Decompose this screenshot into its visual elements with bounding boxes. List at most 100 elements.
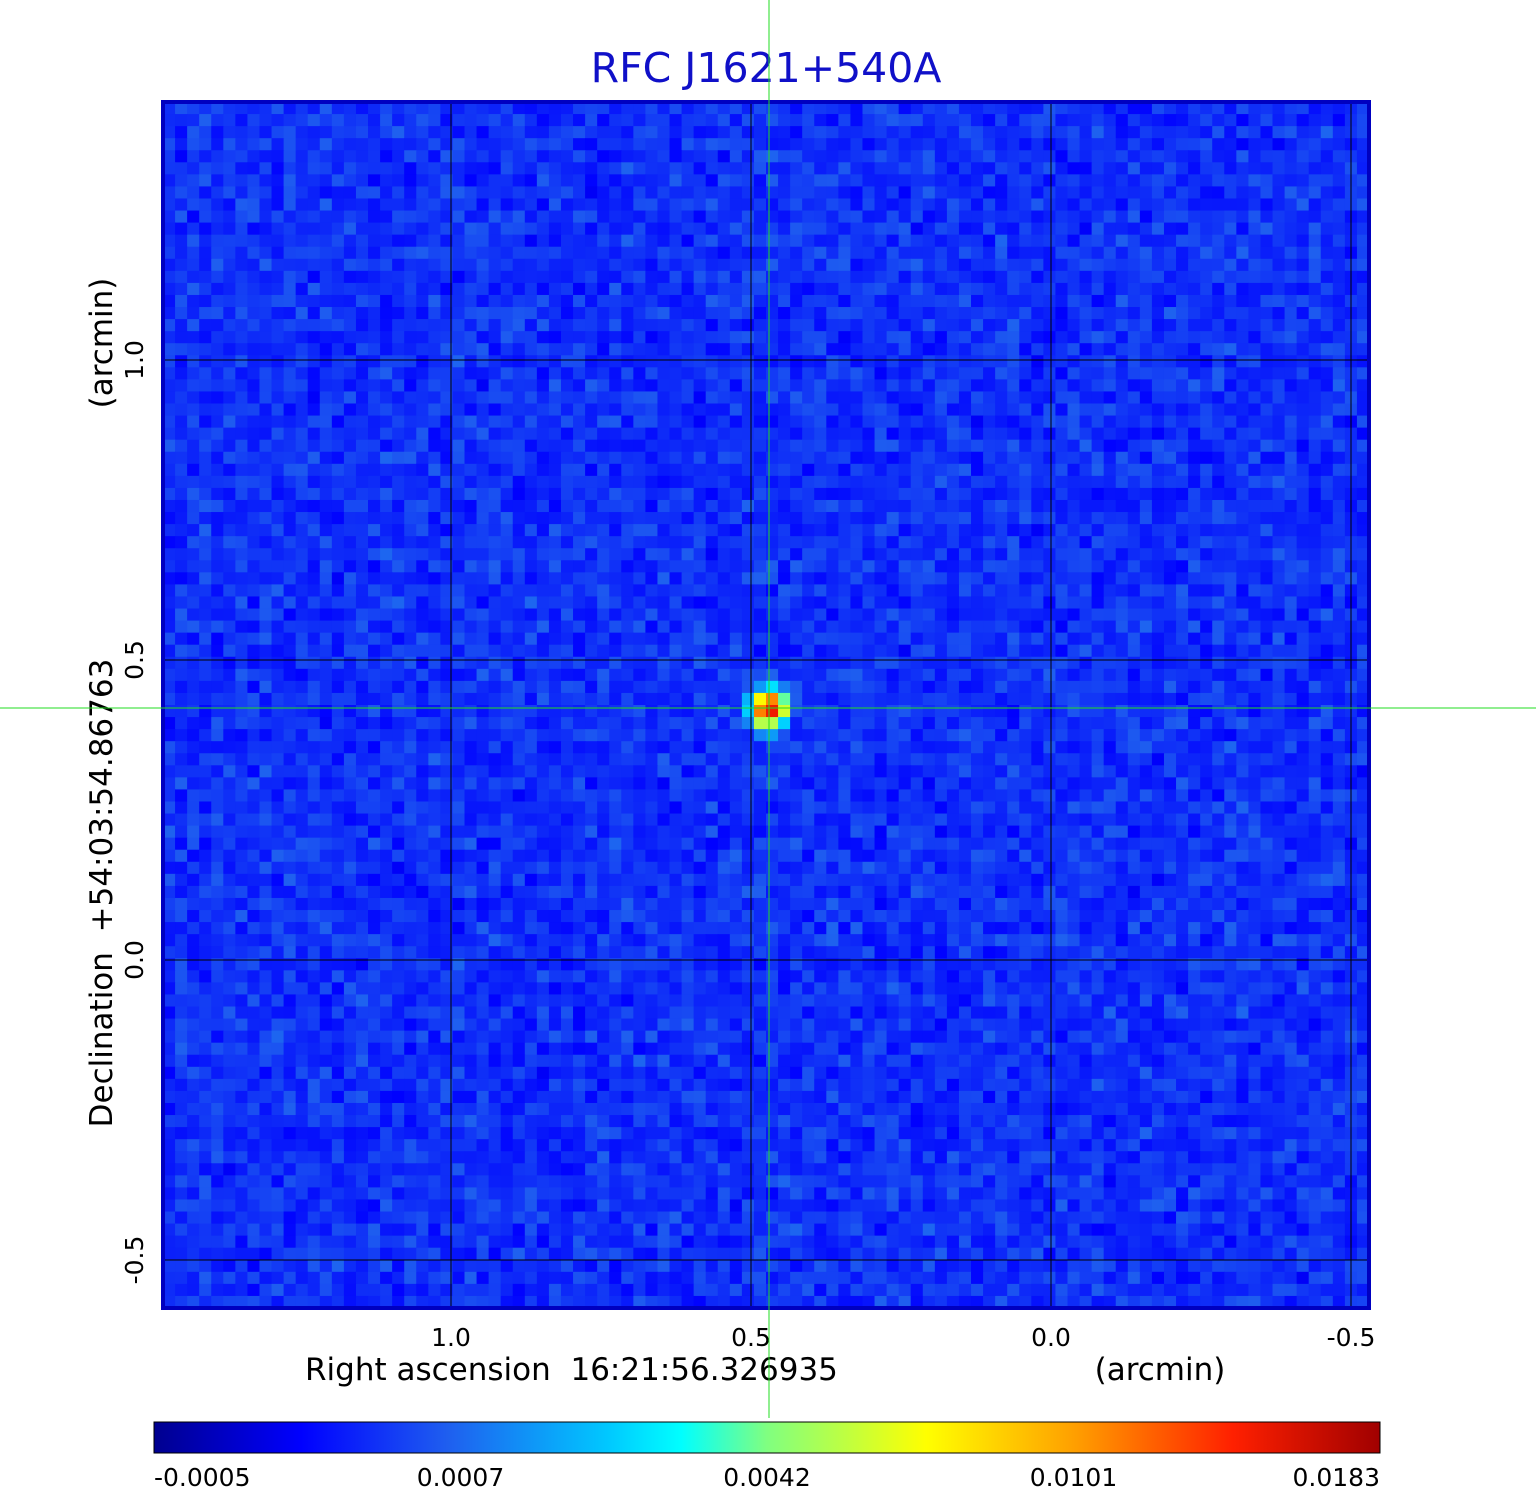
map-pixel — [380, 524, 393, 537]
map-pixel — [862, 258, 876, 272]
map-pixel — [898, 355, 912, 368]
map-pixel — [1200, 427, 1213, 441]
map-pixel — [368, 692, 381, 706]
map-pixel — [1200, 198, 1213, 212]
map-pixel — [1284, 439, 1298, 453]
map-pixel — [187, 632, 200, 646]
map-pixel — [609, 439, 622, 453]
map-pixel — [464, 126, 478, 139]
map-pixel — [404, 198, 417, 212]
map-pixel — [573, 572, 586, 585]
map-pixel — [1212, 512, 1225, 525]
map-pixel — [669, 499, 683, 513]
map-pixel — [283, 596, 297, 610]
map-pixel — [1043, 524, 1057, 537]
map-pixel — [380, 114, 393, 127]
map-pixel — [319, 367, 333, 380]
map-pixel — [910, 246, 924, 260]
map-pixel — [1163, 210, 1177, 224]
map-pixel — [729, 512, 743, 525]
map-pixel — [886, 620, 900, 634]
map-pixel — [645, 126, 659, 139]
map-pixel — [1139, 126, 1153, 139]
map-pixel — [512, 632, 526, 646]
map-pixel — [814, 560, 827, 573]
map-pixel — [934, 102, 948, 115]
map-pixel — [790, 210, 803, 224]
map-pixel — [971, 319, 984, 332]
map-pixel — [235, 294, 249, 308]
map-pixel — [657, 463, 671, 477]
map-pixel — [669, 427, 683, 441]
map-pixel — [1236, 331, 1249, 344]
map-pixel — [187, 451, 200, 465]
map-pixel — [1320, 186, 1334, 200]
map-pixel — [524, 499, 538, 513]
map-pixel — [826, 198, 839, 212]
map-pixel — [524, 391, 538, 405]
map-pixel — [645, 282, 659, 296]
map-pixel — [235, 560, 249, 573]
map-pixel — [1007, 162, 1020, 175]
map-pixel — [814, 270, 827, 284]
map-pixel — [838, 307, 852, 320]
map-pixel — [1272, 186, 1286, 200]
map-pixel — [404, 644, 417, 658]
map-pixel — [1067, 222, 1081, 236]
map-pixel — [536, 114, 550, 127]
map-pixel — [283, 367, 297, 380]
map-pixel — [1212, 632, 1225, 646]
map-pixel — [1248, 668, 1262, 682]
map-pixel — [1007, 692, 1020, 706]
map-pixel — [295, 403, 309, 417]
map-pixel — [1188, 222, 1201, 236]
map-pixel — [331, 427, 345, 441]
map-pixel — [838, 114, 852, 127]
map-pixel — [560, 343, 574, 356]
map-pixel — [235, 668, 249, 682]
map-pixel — [512, 644, 526, 658]
map-pixel — [428, 246, 441, 260]
map-pixel — [199, 487, 212, 501]
map-pixel — [778, 355, 791, 368]
map-pixel — [850, 668, 864, 682]
map-pixel — [1007, 584, 1020, 598]
map-pixel — [187, 210, 200, 224]
map-pixel — [223, 548, 236, 561]
map-pixel — [295, 560, 309, 573]
map-pixel — [1019, 644, 1032, 658]
map-pixel — [476, 499, 490, 513]
map-pixel — [693, 343, 707, 356]
map-pixel — [428, 174, 441, 188]
map-pixel — [500, 560, 514, 573]
map-pixel — [983, 415, 996, 429]
map-pixel — [573, 379, 586, 393]
map-pixel — [1176, 668, 1189, 682]
map-pixel — [1007, 463, 1020, 477]
map-pixel — [850, 186, 864, 200]
map-pixel — [681, 391, 695, 405]
map-pixel — [199, 644, 212, 658]
map-pixel — [1212, 644, 1225, 658]
map-pixel — [573, 475, 586, 489]
map-pixel — [1019, 198, 1032, 212]
map-pixel — [488, 294, 502, 308]
map-pixel — [163, 102, 176, 115]
map-pixel — [826, 367, 839, 380]
map-pixel — [380, 391, 393, 405]
map-pixel — [1031, 560, 1044, 573]
map-pixel — [862, 439, 876, 453]
map-pixel — [814, 475, 827, 489]
map-pixel — [766, 162, 779, 175]
map-pixel — [597, 692, 610, 706]
map-pixel — [971, 174, 984, 188]
map-pixel — [392, 270, 405, 284]
map-pixel — [838, 632, 852, 646]
map-pixel — [1115, 234, 1129, 248]
map-pixel — [681, 150, 695, 163]
map-pixel — [355, 174, 369, 188]
map-pixel — [645, 307, 659, 320]
map-pixel — [922, 668, 936, 682]
map-pixel — [1103, 572, 1117, 585]
map-pixel — [1248, 415, 1262, 429]
